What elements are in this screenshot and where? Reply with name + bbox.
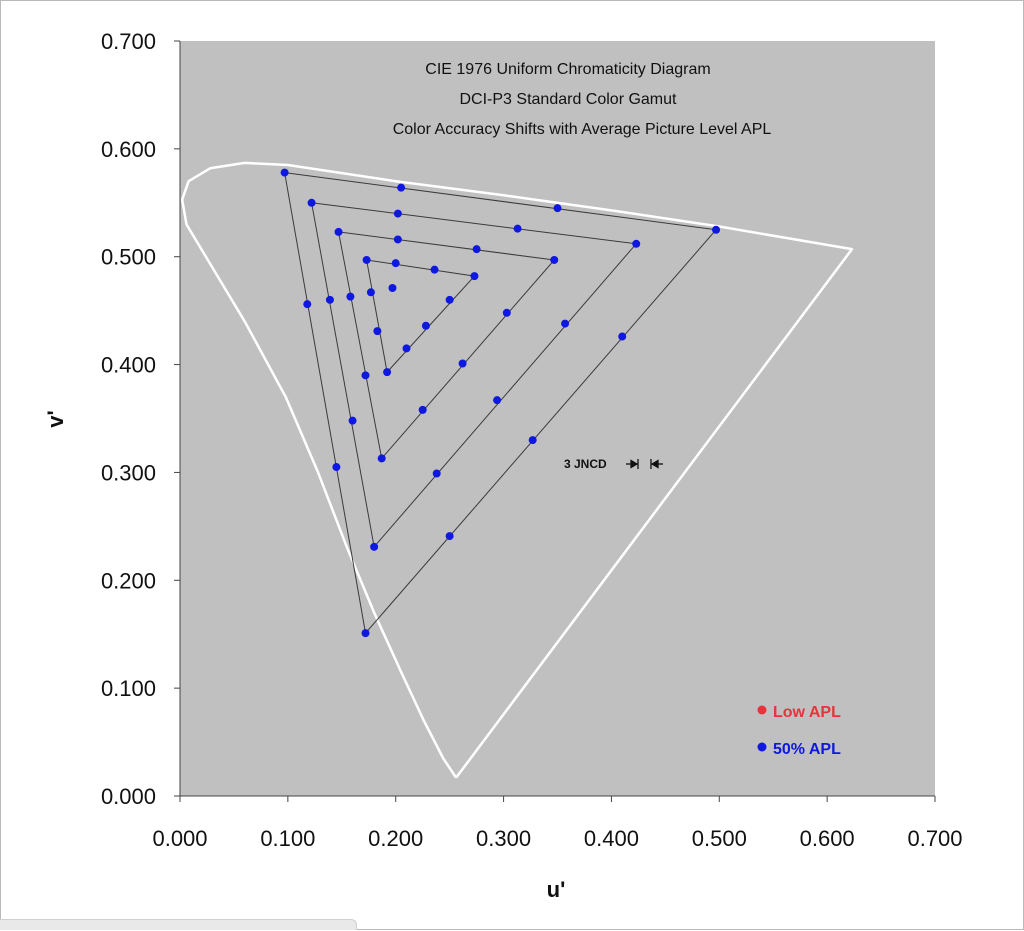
jncd-label: 3 JNCD: [564, 457, 607, 471]
y-tick-label: 0.400: [101, 353, 156, 378]
data-point: [361, 371, 370, 380]
x-tick-label: 0.700: [907, 826, 962, 851]
window-bottom-strip: [0, 919, 357, 930]
jncd-annotation: 3 JNCD: [564, 457, 663, 471]
data-point: [421, 321, 430, 330]
x-axis-label: u': [547, 877, 566, 902]
data-point: [632, 239, 641, 248]
spectral-locus-curve: [180, 161, 854, 779]
data-point: [550, 255, 559, 264]
y-tick-label: 0.600: [101, 137, 156, 162]
x-tick-label: 0.200: [368, 826, 423, 851]
axis-layer: 0.000 0.100 0.200 0.300 0.400 0.500 0.600 0.700…: [101, 29, 963, 851]
y-tick-label: 0.300: [101, 460, 156, 485]
data-point: [391, 259, 400, 268]
data-point: [513, 224, 522, 233]
x-tick-label: 0.100: [260, 826, 315, 851]
data-point: [472, 245, 481, 254]
data-point: [712, 225, 721, 234]
data-point: [346, 292, 355, 301]
y-tick-label: 0.700: [101, 29, 156, 54]
x-tick-label: 0.600: [800, 826, 855, 851]
chart-title-line-3: Color Accuracy Shifts with Average Pictu…: [393, 121, 772, 138]
gamut-triangle: [310, 202, 638, 548]
jncd-bracket-icon: [626, 459, 663, 469]
data-point: [348, 416, 357, 425]
legend-label-low-apl: Low APL: [773, 704, 841, 721]
data-point: [402, 344, 411, 353]
data-point: [361, 629, 370, 638]
data-point: [561, 319, 570, 328]
data-point: [366, 288, 375, 297]
data-point: [397, 183, 406, 192]
gamut-triangle: [337, 231, 556, 460]
data-point: [502, 308, 511, 317]
legend-marker-50-apl: [757, 742, 767, 752]
data-point: [280, 168, 289, 177]
triangle-layer: [284, 172, 718, 635]
data-point: [445, 532, 454, 541]
data-point: [334, 227, 343, 236]
chart-title-line-2: DCI-P3 Standard Color Gamut: [460, 91, 678, 108]
legend-label-50-apl: 50% APL: [773, 741, 841, 758]
y-tick-label: 0.000: [101, 784, 156, 809]
y-axis-label: v': [43, 410, 68, 427]
data-point: [370, 542, 379, 551]
data-point: [553, 204, 562, 213]
data-point: [618, 332, 627, 341]
data-point: [377, 454, 386, 463]
point-layer: [280, 168, 721, 638]
y-tick-label: 0.200: [101, 568, 156, 593]
data-point: [393, 209, 402, 218]
data-point: [493, 396, 502, 405]
data-point: [303, 300, 312, 309]
data-point: [445, 295, 454, 304]
data-point: [332, 463, 341, 472]
data-point: [362, 255, 371, 264]
legend: Low APL 50% APL: [757, 704, 841, 758]
x-tick-label: 0.000: [152, 826, 207, 851]
legend-marker-low-apl: [757, 705, 767, 715]
spectral-locus-layer: [180, 161, 854, 779]
data-point: [383, 368, 392, 377]
y-tick-label: 0.500: [101, 245, 156, 270]
data-point: [388, 283, 397, 292]
data-point: [528, 436, 537, 445]
chart-title-line-1: CIE 1976 Uniform Chromaticity Diagram: [425, 61, 710, 78]
x-tick-label: 0.300: [476, 826, 531, 851]
x-tick-label: 0.400: [584, 826, 639, 851]
gamut-triangle: [365, 259, 476, 374]
data-point: [325, 295, 334, 304]
x-tick-label: 0.500: [692, 826, 747, 851]
data-point: [393, 235, 402, 244]
data-point: [470, 272, 479, 281]
plot-area: [180, 41, 935, 796]
data-point: [418, 405, 427, 414]
data-point: [432, 469, 441, 478]
data-point: [458, 359, 467, 368]
data-point: [307, 198, 316, 207]
gamut-triangle: [284, 172, 718, 635]
y-tick-label: 0.100: [101, 676, 156, 701]
data-point: [430, 265, 439, 274]
data-point: [373, 327, 382, 336]
